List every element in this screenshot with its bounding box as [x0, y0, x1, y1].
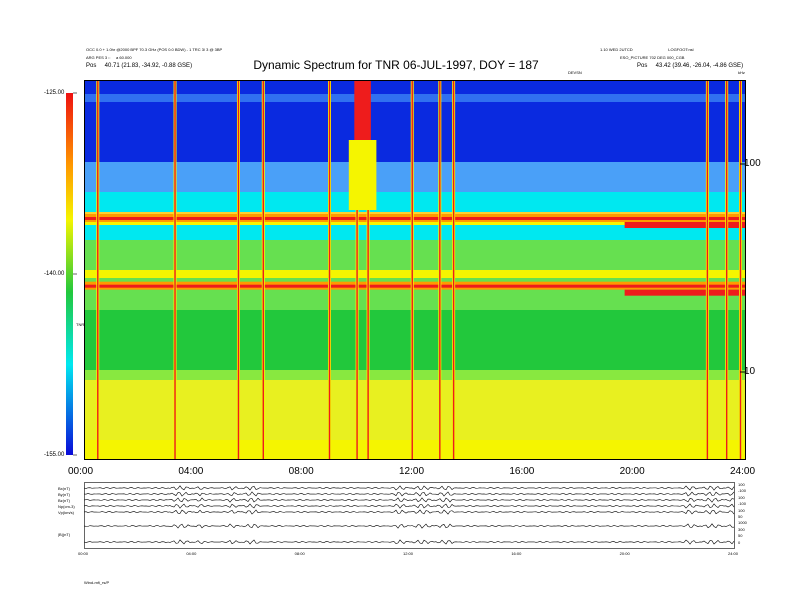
spectrum-row-7	[84, 225, 746, 240]
band-shift-upper	[624, 222, 746, 229]
field-right-value-9: 0	[738, 539, 741, 545]
field-row-label-1: By(nT)	[58, 492, 70, 497]
khz-label: kHz	[738, 70, 745, 75]
header-left-position: Pos 40.71 (21.83, -34.92, -0.88 GSE)	[86, 63, 193, 69]
burst-10	[706, 80, 709, 460]
spectrum-row-9	[84, 270, 746, 278]
field-row-label-0: Bx(nT)	[58, 486, 70, 491]
burst-5	[356, 80, 358, 460]
field-row-label-2: Bz(nT)	[58, 498, 70, 503]
spectrogram-frame	[84, 80, 746, 460]
field-trace-1	[84, 491, 735, 497]
field-time-tick-3: 12:00	[403, 551, 414, 556]
burst-4	[328, 80, 331, 460]
colorbar-tick-bottom: -155.00	[44, 452, 65, 458]
footer-label: Wind-mfi_rs/P	[84, 580, 110, 585]
field-right-value-4: 100	[738, 507, 745, 513]
header-right-position: Pos 43.42 (39.46, -26.04, -4.86 GSE)	[637, 63, 744, 69]
spectrum-row-11	[84, 310, 746, 370]
field-row-label-5: |B|(nT)	[58, 532, 71, 537]
field-time-tick-6: 24:00	[728, 551, 739, 556]
burst-0	[97, 80, 99, 460]
freq-tick-100: 100	[744, 158, 761, 169]
field-parameters-panel	[84, 482, 735, 549]
field-panel-frame	[84, 482, 735, 549]
field-right-value-2: 100	[738, 494, 745, 500]
field-right-value-0: 100	[738, 482, 745, 487]
chart-title: Dynamic Spectrum for TNR 06-JUL-1997, DO…	[253, 58, 539, 72]
burst-strong-10h-tail	[348, 140, 377, 210]
field-time-tick-1: 04:00	[186, 551, 197, 556]
field-right-value-8: 50	[738, 533, 743, 539]
colorbar-tick-mid: -140.00	[44, 271, 65, 277]
time-tick-3: 12:00	[399, 466, 425, 477]
field-trace-2	[84, 497, 735, 503]
header-left-line1: OCC 0.0 + 1.0hr @2000 BPF 70.3 GHz (POS …	[86, 47, 223, 52]
band-core-0	[84, 217, 746, 221]
field-row-label-3: Np(cm-3)	[58, 504, 75, 509]
header-right-line1: 1.10 WED 2UTCD LOGFOOT:nsl	[600, 47, 694, 52]
field-time-tick-5: 20:00	[619, 551, 630, 556]
field-trace-0	[84, 485, 735, 491]
burst-7	[411, 80, 413, 460]
field-trace-3	[84, 503, 735, 509]
burst-12	[739, 80, 742, 460]
field-right-value-6: 1000	[738, 520, 747, 526]
spectrum-bottom-yellow	[84, 440, 746, 460]
field-trace-4	[84, 509, 735, 515]
field-right-value-3: -100	[738, 501, 747, 507]
time-tick-2: 08:00	[288, 466, 314, 477]
burst-6	[367, 80, 369, 460]
time-tick-1: 04:00	[178, 466, 204, 477]
field-row-label-4: Vp(km/s)	[58, 510, 74, 515]
field-time-tick-4: 16:00	[511, 551, 522, 556]
burst-2	[237, 80, 240, 460]
field-trace-5	[84, 523, 735, 529]
band-shift-lower	[624, 289, 746, 296]
burst-1	[174, 80, 176, 460]
colorbar-label: TNR	[76, 322, 85, 327]
field-right-value-5: 50	[738, 514, 743, 519]
spectrum-row-4	[84, 192, 746, 212]
burst-3	[262, 80, 264, 460]
field-time-tick-0: 00:00	[78, 551, 89, 556]
spectrogram	[84, 80, 746, 460]
band-core-1	[84, 284, 746, 288]
time-tick-6: 24:00	[730, 466, 756, 477]
colorbar-gradient	[66, 93, 73, 455]
spectrum-row-1	[84, 94, 746, 102]
colorbar	[66, 92, 77, 456]
field-trace-6	[84, 539, 735, 545]
time-tick-0: 00:00	[68, 466, 94, 477]
field-right-value-1: -100	[738, 488, 747, 494]
burst-strong-10h	[354, 80, 371, 140]
burst-11	[725, 80, 728, 460]
header-right-line2: ESO_PICTURE 702 DEG 000_CGB	[620, 55, 685, 60]
field-right-value-7: 300	[738, 526, 745, 532]
spectrum-row-8	[84, 240, 746, 270]
time-tick-4: 16:00	[509, 466, 535, 477]
burst-8	[439, 80, 441, 460]
burst-9	[452, 80, 455, 460]
spectrum-row-0	[84, 80, 746, 94]
devsn-label: DEVSN	[568, 70, 582, 75]
header-left-line2: ARG PES 3 :: a 60.000	[86, 55, 132, 60]
spectrum-row-3	[84, 162, 746, 192]
colorbar-tick-top: -125.00	[44, 90, 65, 96]
spectrum-row-2	[84, 102, 746, 162]
freq-tick-10: 10	[744, 366, 756, 377]
time-tick-5: 20:00	[619, 466, 645, 477]
field-time-tick-2: 08:00	[294, 551, 305, 556]
